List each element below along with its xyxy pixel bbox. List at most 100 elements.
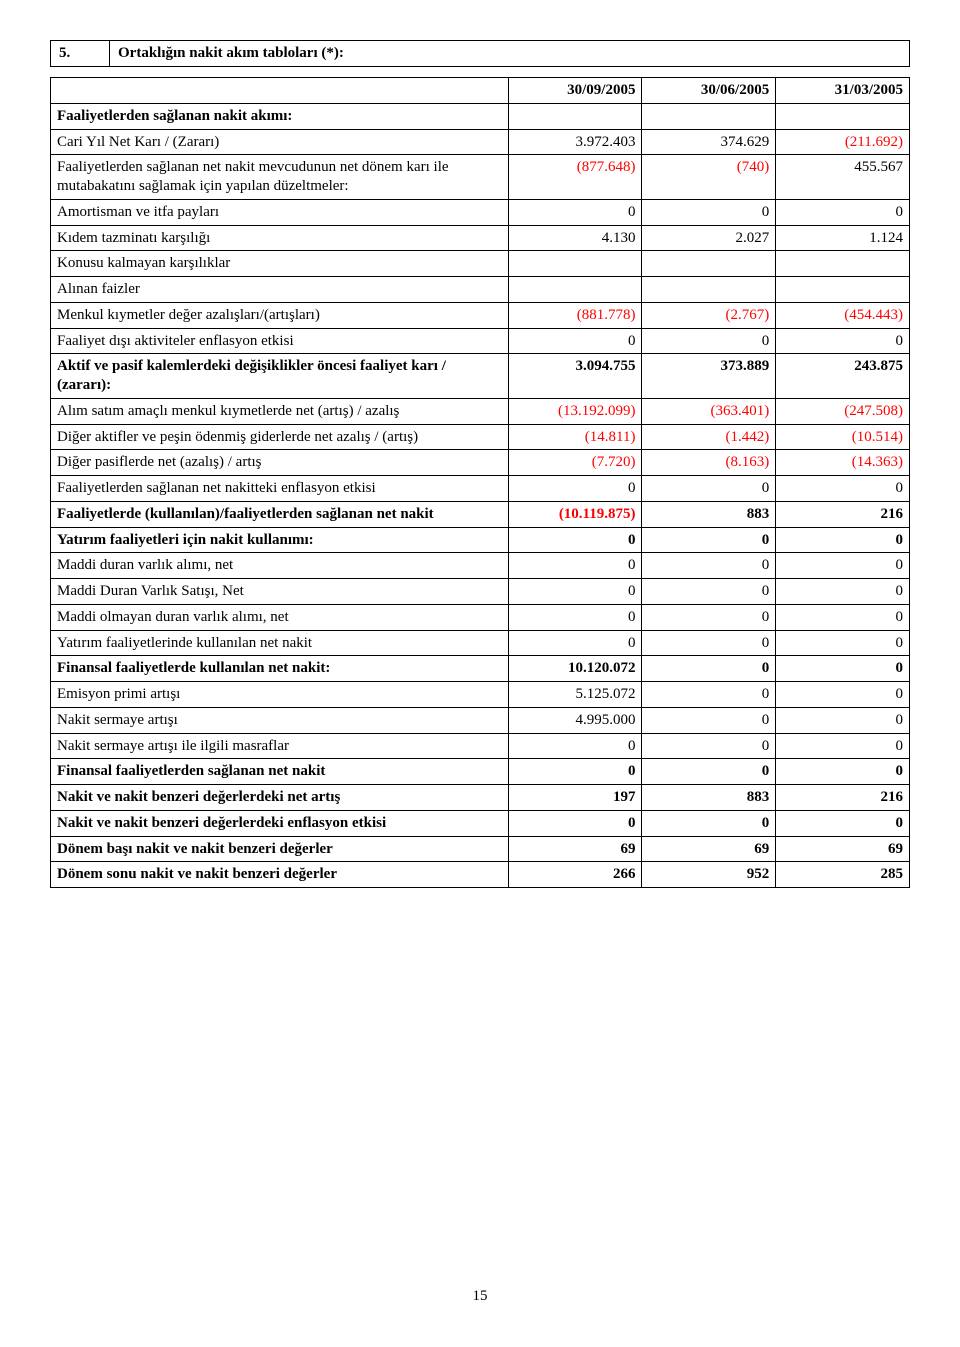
row-value: (14.363) [776, 450, 910, 476]
row-value: 0 [776, 682, 910, 708]
row-value [508, 277, 642, 303]
row-value: 4.995.000 [508, 707, 642, 733]
row-value: (1.442) [642, 424, 776, 450]
row-label: Alınan faizler [51, 277, 509, 303]
row-value: 0 [642, 579, 776, 605]
row-value: 69 [776, 836, 910, 862]
row-label: Yatırım faaliyetleri için nakit kullanım… [51, 527, 509, 553]
row-label: Nakit ve nakit benzeri değerlerdeki net … [51, 785, 509, 811]
row-value: 266 [508, 862, 642, 888]
table-row: Finansal faaliyetlerden sağlanan net nak… [51, 759, 910, 785]
row-value: 0 [776, 579, 910, 605]
table-row: Faaliyetlerden sağlanan net nakit mevcud… [51, 155, 910, 200]
row-label: Maddi olmayan duran varlık alımı, net [51, 604, 509, 630]
row-value: 0 [508, 328, 642, 354]
table-row: Dönem başı nakit ve nakit benzeri değerl… [51, 836, 910, 862]
row-value: 216 [776, 501, 910, 527]
row-label: Faaliyetlerde (kullanılan)/faaliyetlerde… [51, 501, 509, 527]
table-row: Diğer pasiflerde net (azalış) / artış(7.… [51, 450, 910, 476]
table-header-row: 30/09/2005 30/06/2005 31/03/2005 [51, 78, 910, 104]
table-row: Kıdem tazminatı karşılığı4.1302.0271.124 [51, 225, 910, 251]
row-label: Maddi Duran Varlık Satışı, Net [51, 579, 509, 605]
row-value: 0 [776, 199, 910, 225]
table-row: Maddi duran varlık alımı, net000 [51, 553, 910, 579]
row-label: Faaliyetlerden sağlanan nakit akımı: [51, 103, 509, 129]
row-value: 0 [508, 630, 642, 656]
row-value: 0 [642, 682, 776, 708]
row-value: (877.648) [508, 155, 642, 200]
table-row: Cari Yıl Net Karı / (Zararı)3.972.403374… [51, 129, 910, 155]
row-value: 0 [508, 604, 642, 630]
row-value: (454.443) [776, 302, 910, 328]
row-value: 3.094.755 [508, 354, 642, 399]
table-row: Faaliyetlerde (kullanılan)/faaliyetlerde… [51, 501, 910, 527]
row-label: Alım satım amaçlı menkul kıymetlerde net… [51, 398, 509, 424]
row-label: Yatırım faaliyetlerinde kullanılan net n… [51, 630, 509, 656]
table-row: Yatırım faaliyetleri için nakit kullanım… [51, 527, 910, 553]
row-value: 0 [508, 199, 642, 225]
table-row: Menkul kıymetler değer azalışları/(artış… [51, 302, 910, 328]
row-label: Kıdem tazminatı karşılığı [51, 225, 509, 251]
row-label: Dönem sonu nakit ve nakit benzeri değerl… [51, 862, 509, 888]
table-row: Konusu kalmayan karşılıklar [51, 251, 910, 277]
row-label: Amortisman ve itfa payları [51, 199, 509, 225]
row-value [776, 103, 910, 129]
row-value: (14.811) [508, 424, 642, 450]
row-value: 0 [642, 707, 776, 733]
row-label: Cari Yıl Net Karı / (Zararı) [51, 129, 509, 155]
row-label: Faaliyet dışı aktiviteler enflasyon etki… [51, 328, 509, 354]
row-value [776, 251, 910, 277]
col-header-date-3: 31/03/2005 [776, 78, 910, 104]
row-value: 0 [642, 476, 776, 502]
row-value: 4.130 [508, 225, 642, 251]
row-label: Faaliyetlerden sağlanan net nakitteki en… [51, 476, 509, 502]
row-value: 285 [776, 862, 910, 888]
cash-flow-table: 30/09/2005 30/06/2005 31/03/2005 Faaliye… [50, 77, 910, 888]
row-label: Emisyon primi artışı [51, 682, 509, 708]
page-number: 15 [50, 1288, 910, 1305]
row-value: (10.514) [776, 424, 910, 450]
row-value: 0 [776, 810, 910, 836]
table-row: Nakit sermaye artışı ile ilgili masrafla… [51, 733, 910, 759]
col-header-date-1: 30/09/2005 [508, 78, 642, 104]
row-label: Nakit sermaye artışı ile ilgili masrafla… [51, 733, 509, 759]
table-row: Dönem sonu nakit ve nakit benzeri değerl… [51, 862, 910, 888]
row-value: (363.401) [642, 398, 776, 424]
row-label: Maddi duran varlık alımı, net [51, 553, 509, 579]
row-value: 0 [642, 553, 776, 579]
row-value: 0 [776, 553, 910, 579]
row-label: Finansal faaliyetlerde kullanılan net na… [51, 656, 509, 682]
row-value: 455.567 [776, 155, 910, 200]
table-row: Alım satım amaçlı menkul kıymetlerde net… [51, 398, 910, 424]
table-row: Faaliyetlerden sağlanan nakit akımı: [51, 103, 910, 129]
row-value [508, 103, 642, 129]
row-value: 0 [776, 604, 910, 630]
table-row: Aktif ve pasif kalemlerdeki değişiklikle… [51, 354, 910, 399]
table-row: Nakit ve nakit benzeri değerlerdeki enfl… [51, 810, 910, 836]
row-value [642, 277, 776, 303]
col-header-date-2: 30/06/2005 [642, 78, 776, 104]
row-label: Konusu kalmayan karşılıklar [51, 251, 509, 277]
row-value: 243.875 [776, 354, 910, 399]
row-value: 0 [642, 656, 776, 682]
row-value: 0 [776, 733, 910, 759]
row-value: 2.027 [642, 225, 776, 251]
row-value: 0 [642, 733, 776, 759]
row-value [642, 251, 776, 277]
table-row: Faaliyet dışı aktiviteler enflasyon etki… [51, 328, 910, 354]
table-row: Maddi olmayan duran varlık alımı, net000 [51, 604, 910, 630]
row-value: 0 [508, 733, 642, 759]
row-value: 0 [642, 759, 776, 785]
row-value: 0 [508, 476, 642, 502]
row-value: 0 [642, 328, 776, 354]
row-value: (10.119.875) [508, 501, 642, 527]
row-value: 0 [776, 476, 910, 502]
row-value: 883 [642, 785, 776, 811]
section-header-table: 5. Ortaklığın nakit akım tabloları (*): [50, 40, 910, 67]
table-row: Alınan faizler [51, 277, 910, 303]
row-value [508, 251, 642, 277]
row-label: Aktif ve pasif kalemlerdeki değişiklikle… [51, 354, 509, 399]
row-value: (13.192.099) [508, 398, 642, 424]
row-label: Diğer aktifler ve peşin ödenmiş giderler… [51, 424, 509, 450]
row-value: 69 [508, 836, 642, 862]
